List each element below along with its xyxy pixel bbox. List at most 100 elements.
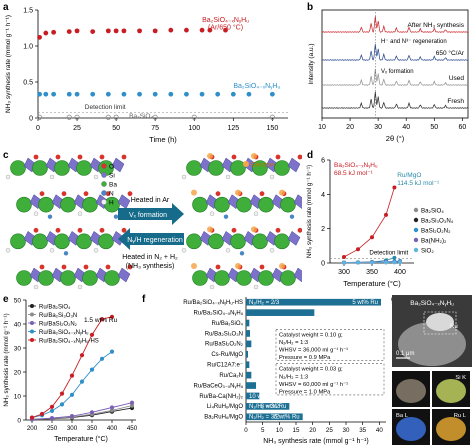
c-crystal-right-ba-atom	[230, 233, 246, 250]
d-legend-swatch	[413, 207, 419, 213]
d-legend-label: Ba₂Si₃O₃N₄	[421, 218, 454, 225]
panel-label-a: a	[3, 2, 9, 13]
e-series-line-1	[31, 405, 133, 420]
d-point-0	[392, 185, 397, 190]
d-xtick-label: 400	[394, 269, 406, 276]
e-point-4	[69, 373, 75, 378]
panel-label-b: b	[307, 2, 314, 13]
a-point-0	[43, 30, 49, 36]
panel-label-c: c	[3, 150, 9, 161]
d-point-6	[342, 260, 346, 265]
c-crystal-right-electron	[235, 189, 241, 196]
e-series-line-0	[31, 407, 133, 420]
a-detection-limit-label: Detection limit	[85, 104, 126, 111]
b-xtick-label: 30	[374, 124, 382, 131]
c-crystal-left-ba-atom	[54, 160, 70, 176]
f-bar	[246, 413, 303, 421]
c-crystal-right-o-atom	[275, 154, 281, 160]
c-crystal-left-h-atom	[93, 248, 99, 253]
c-crystal-left-sio4-tetrahedron	[117, 194, 131, 210]
a-ytick-label: 1.0	[23, 44, 33, 51]
c-crystal-left-o-atom	[77, 154, 83, 160]
a-point-1	[269, 91, 275, 97]
a-xtick-label: 125	[227, 125, 239, 132]
e-point-2	[69, 414, 75, 419]
a-point-2	[74, 114, 80, 120]
b-series-label-3: Fresh	[447, 98, 464, 105]
c-crystal-left-o-atom	[121, 227, 127, 233]
a-point-1	[137, 91, 142, 97]
d-point-0	[356, 247, 360, 252]
e-point-1	[129, 403, 135, 408]
d-legend-swatch	[413, 247, 419, 253]
a-point-1	[168, 91, 174, 97]
c-crystal-right-ba-atom	[214, 196, 230, 213]
c-legend-label: Si	[109, 173, 115, 180]
a-point-1	[199, 91, 205, 97]
a-xtick-label: 75	[151, 125, 159, 132]
a-point-0	[66, 29, 72, 34]
c-crystal-left-ba-atom	[98, 233, 114, 250]
e-ytick-label: 10	[14, 394, 22, 401]
e-point-4	[29, 415, 35, 420]
c-crystal-right-electron	[251, 153, 257, 159]
c-crystal-left-h-atom	[5, 174, 11, 180]
b-annotation-regen: H⁻ and N³⁻ regeneration	[381, 39, 447, 45]
d-legend-label: SiO₂	[421, 248, 434, 255]
a-point-0	[152, 28, 158, 34]
b-xtick-label: 20	[346, 124, 354, 131]
e-point-4	[89, 332, 95, 337]
c-crystal-left-ba-atom	[10, 233, 26, 250]
c-arrow2-label-line1: Heated in N₂ + H₂	[122, 254, 178, 261]
c-crystal-right-ba-atom	[192, 270, 208, 286]
e-annotation: 1.5 wt% Ru	[84, 317, 118, 324]
c-crystal-left-ba-atom	[16, 270, 32, 286]
g-eds-signal	[396, 417, 426, 441]
a-point-1	[90, 91, 96, 97]
g-eds-signal	[436, 417, 466, 441]
c-arrow-left	[118, 228, 184, 250]
g-eds-signal	[396, 379, 426, 403]
e-legend-swatch	[30, 321, 34, 325]
c-crystal-left-h-atom	[5, 248, 11, 253]
c-crystal-left-n-atom	[63, 251, 69, 256]
c-crystal-left-o-atom	[127, 191, 133, 197]
c-crystal-left-ba-atom	[16, 196, 32, 213]
a-point-0	[105, 28, 111, 34]
f-xlabel: NH₃ synthesis rate (mmol g⁻¹ h⁻¹)	[263, 438, 369, 445]
f-category-label: Li₄RuH₆/MgO	[207, 404, 244, 410]
e-legend-swatch	[30, 312, 34, 317]
b-xtick-label: 10	[318, 124, 326, 131]
e-ylabel: NH₃ synthesis rate (mmol g⁻¹ h⁻¹)	[3, 313, 10, 406]
c-crystal-right-sio4-tetrahedron	[287, 157, 301, 173]
micrograph-g: Ba₂SiO₄₋ₓNᵧHᵤ Ru 0.1 μm Si K Ba L Ru L	[392, 295, 472, 445]
d-point-0	[370, 235, 374, 240]
chart-e-ru-temperature: 200 250 300 350 400 450 0 10 20 30 40 50 Temperature…	[3, 298, 138, 444]
a-point-0	[199, 27, 205, 33]
c-arrow1-text: Vₓ formation	[129, 212, 167, 219]
c-crystal-right-h-atom	[181, 248, 187, 253]
b-frame	[321, 9, 469, 119]
d-point-6	[398, 260, 402, 265]
c-crystal-right-ba-atom	[236, 196, 252, 213]
f-conditions-box	[275, 328, 385, 361]
d-detection-limit-label: Detection limit	[369, 250, 408, 257]
e-point-4	[59, 391, 65, 396]
c-crystal-left-o-atom	[83, 191, 89, 197]
c-legend-label: H	[109, 200, 114, 207]
f-bar	[246, 298, 381, 306]
c-legend-label: Ba	[109, 182, 117, 189]
f-bar	[246, 361, 250, 369]
c-crystal-right-o-atom	[297, 154, 302, 160]
b-series-label-1: 650 °C/Ar	[436, 49, 465, 57]
f-category-label: Ru/Ca₂N	[219, 373, 243, 379]
a-point-1	[121, 91, 127, 97]
c-crystal-left-o-atom	[61, 264, 67, 270]
c-crystal-right-electron	[191, 189, 197, 196]
a-series-label-2: Ba₂SiO₄	[129, 113, 153, 120]
e-xtick-label: 350	[87, 425, 98, 432]
a-point-2	[269, 114, 275, 120]
c-crystal-left-o-atom	[99, 227, 105, 233]
c-crystal-right-ba-atom	[208, 160, 224, 176]
d-point-0	[342, 254, 346, 259]
